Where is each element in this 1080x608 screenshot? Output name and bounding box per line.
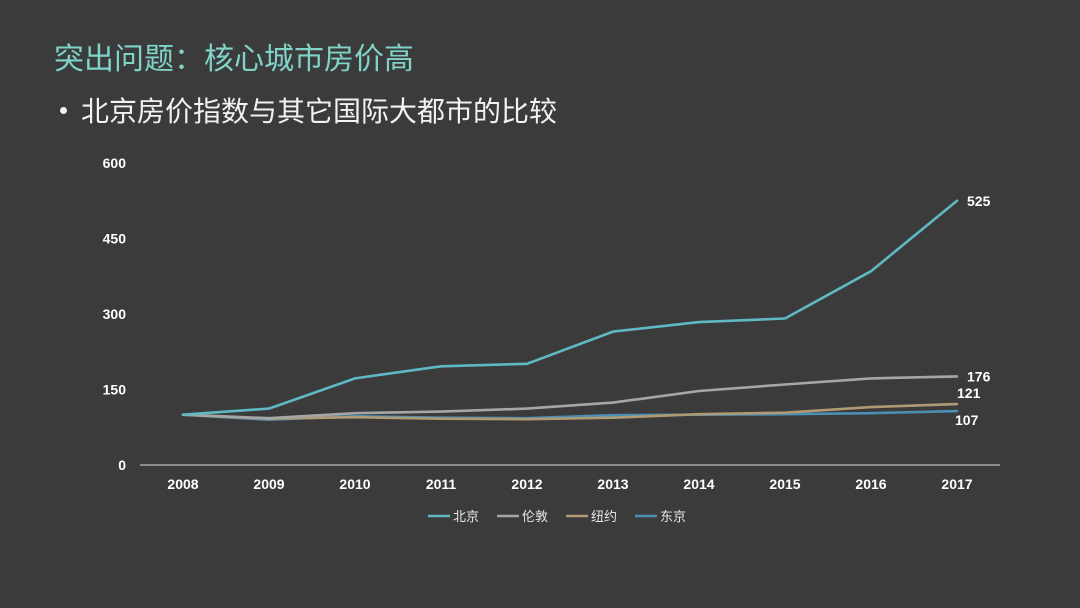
bullet-dot-icon bbox=[60, 106, 67, 114]
x-tick-label: 2016 bbox=[855, 476, 886, 492]
data-label-4: 107 bbox=[955, 412, 979, 428]
y-tick-label: 300 bbox=[103, 306, 127, 322]
x-axis-tick-labels: 2008 2009 2010 2011 2012 2013 2014 2015 2016 2017 bbox=[167, 476, 972, 492]
y-tick-label: 450 bbox=[103, 231, 127, 247]
x-tick-label: 2015 bbox=[769, 476, 800, 492]
y-tick-label: 150 bbox=[103, 382, 127, 398]
legend-label: 东京 bbox=[660, 510, 686, 525]
legend-item: 北京 bbox=[428, 510, 479, 525]
legend-label: 纽约 bbox=[591, 510, 617, 525]
x-tick-label: 2008 bbox=[167, 476, 198, 492]
data-label-3: 121 bbox=[957, 385, 981, 401]
x-tick-label: 2013 bbox=[597, 476, 628, 492]
data-label-2: 176 bbox=[967, 368, 991, 384]
x-tick-label: 2014 bbox=[683, 476, 714, 492]
y-tick-label: 600 bbox=[103, 155, 127, 171]
legend-item: 伦敦 bbox=[497, 509, 548, 525]
series-line-2 bbox=[181, 375, 959, 420]
slide-title: 突出问题：核心城市房价高 bbox=[54, 42, 414, 77]
legend-item: 纽约 bbox=[566, 510, 617, 525]
legend-label: 北京 bbox=[453, 510, 479, 525]
x-tick-label: 2017 bbox=[941, 476, 972, 492]
legend-label: 伦敦 bbox=[522, 509, 548, 525]
series-line-3 bbox=[181, 402, 959, 421]
bullet-point: 北京房价指数与其它国际大都市的比较 bbox=[60, 90, 557, 130]
x-tick-label: 2011 bbox=[426, 476, 457, 492]
series-lines bbox=[181, 199, 959, 422]
x-tick-label: 2012 bbox=[511, 476, 542, 492]
x-tick-label: 2009 bbox=[253, 476, 284, 492]
series-line-1 bbox=[181, 199, 959, 417]
data-label-1: 525 bbox=[967, 193, 991, 209]
legend: 北京 伦敦 纽约 东京 bbox=[428, 509, 686, 525]
y-axis-tick-labels: 0 150 300 450 600 bbox=[103, 155, 127, 473]
x-tick-label: 2010 bbox=[339, 476, 370, 492]
y-tick-label: 0 bbox=[118, 457, 126, 473]
bullet-text: 北京房价指数与其它国际大都市的比较 bbox=[81, 95, 558, 128]
legend-item: 东京 bbox=[635, 510, 686, 525]
